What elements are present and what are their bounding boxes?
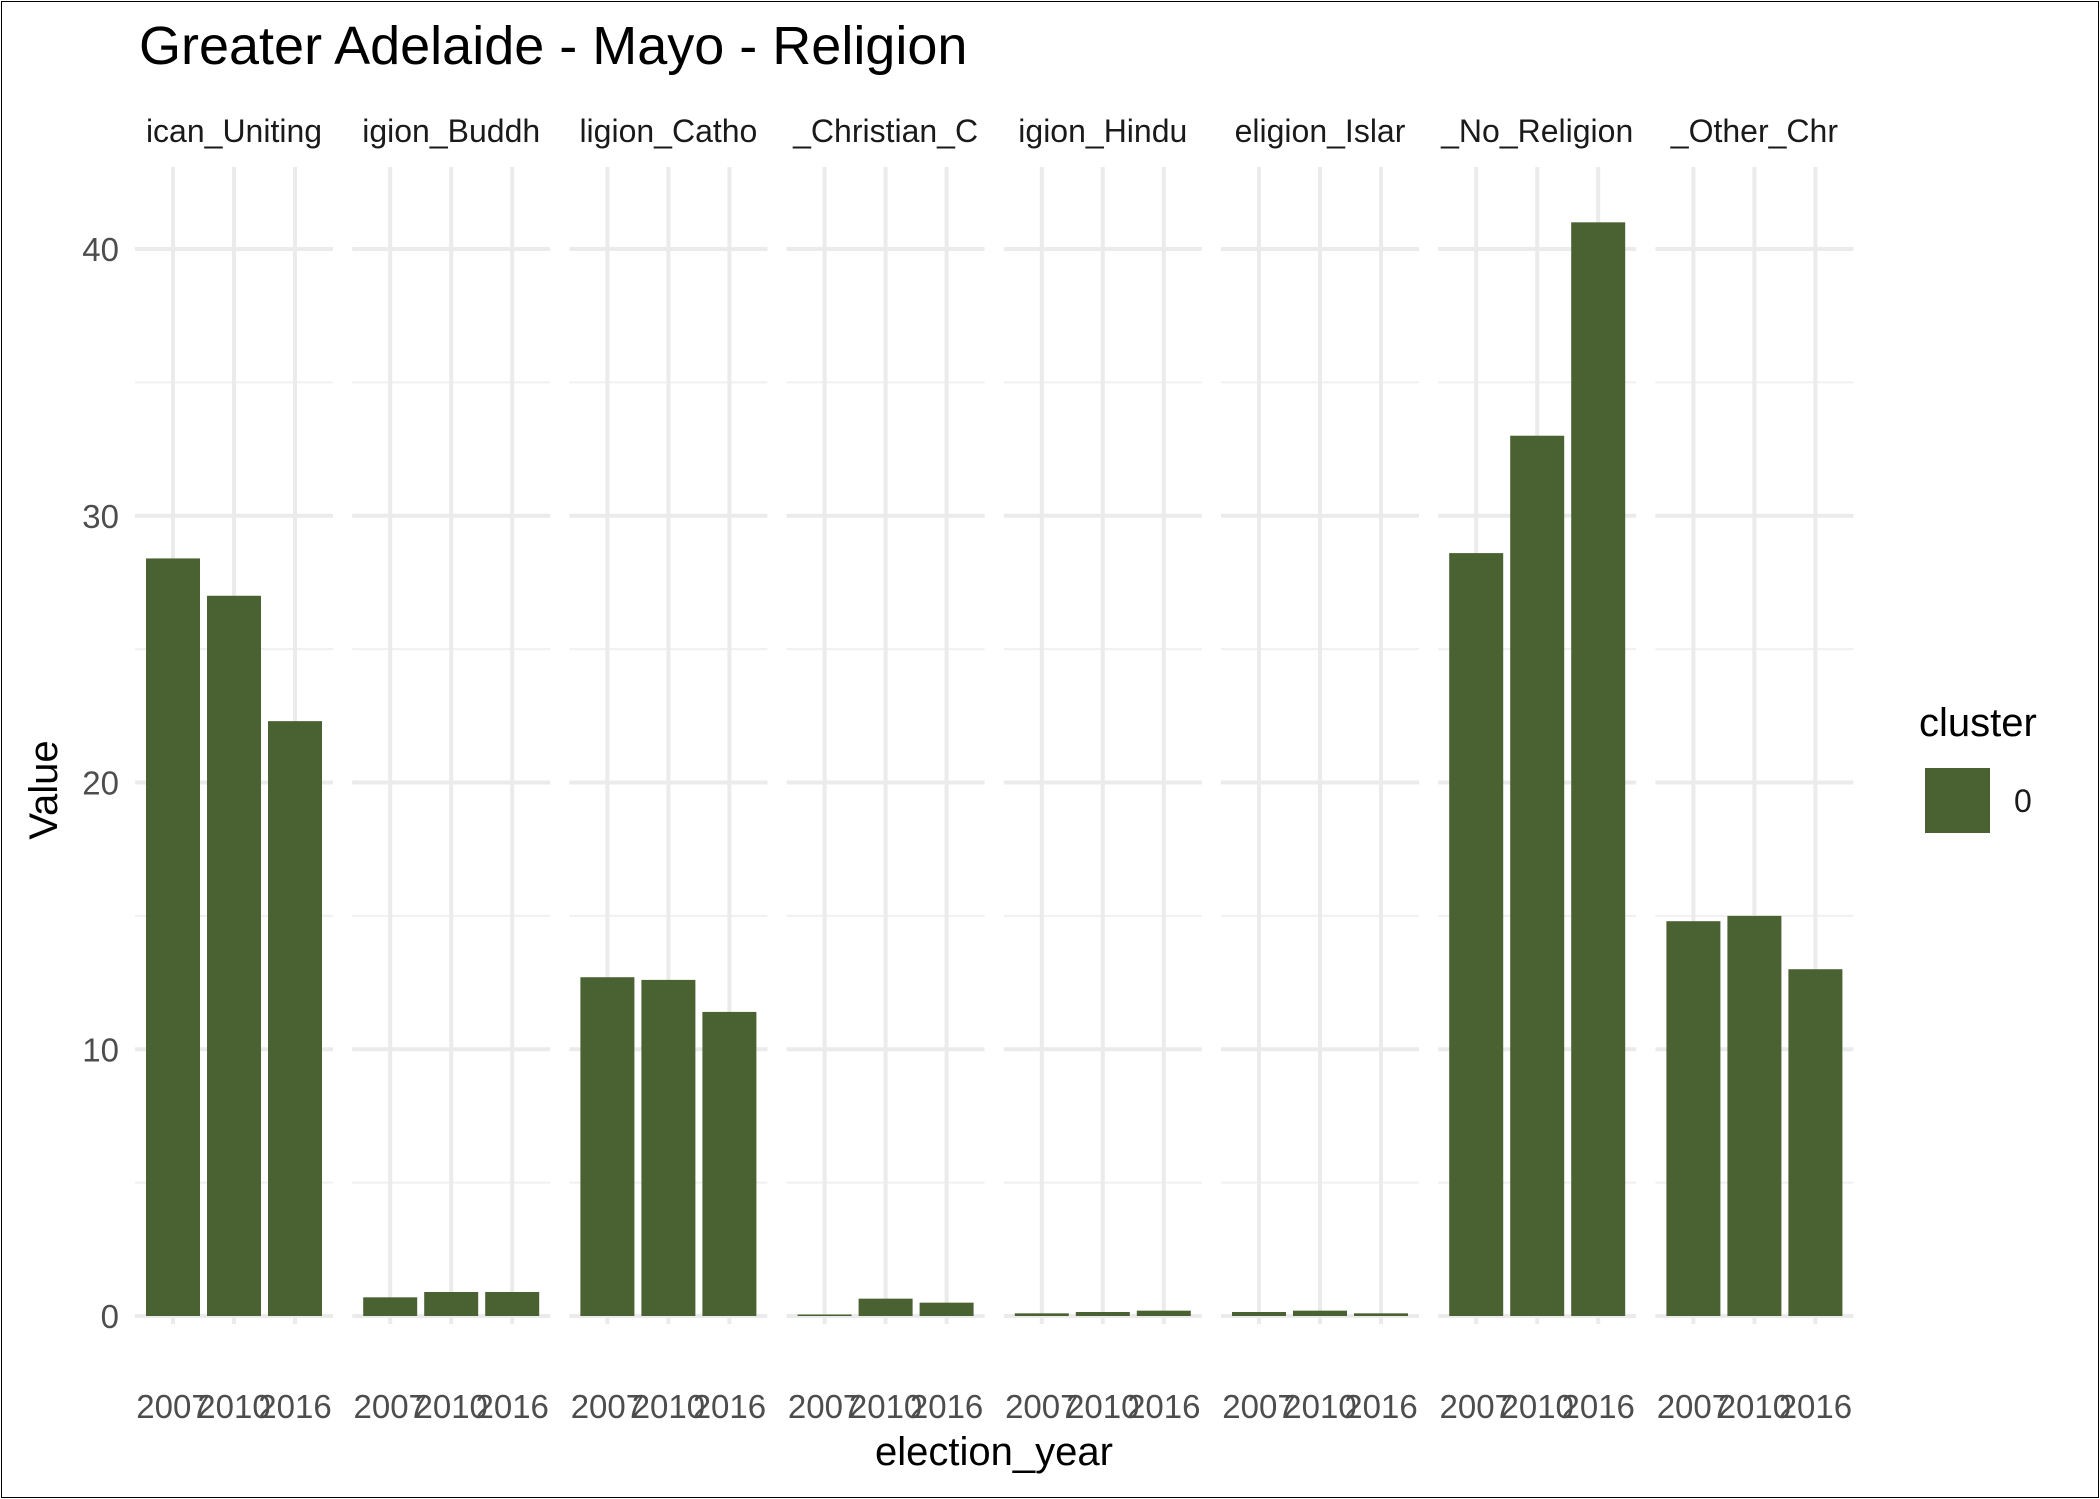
bar-2007 [146, 558, 200, 1316]
y-axis-title: Value [22, 740, 66, 839]
y-tick-label: 20 [82, 765, 119, 802]
x-tick-label: 2016 [475, 1388, 548, 1425]
y-tick-label: 10 [82, 1031, 119, 1068]
x-axis-title: election_year [875, 1430, 1113, 1474]
x-tick-label: 2010 [1500, 1388, 1573, 1425]
x-tick-label: 2010 [632, 1388, 705, 1425]
x-tick-label: 2010 [849, 1388, 922, 1425]
facet-strip-label: ligion_Catho [579, 113, 757, 149]
bar-2010 [641, 979, 696, 1316]
x-tick-label: 2007 [1657, 1388, 1730, 1425]
bar-2010 [858, 1298, 913, 1316]
x-tick-label: 2016 [1561, 1388, 1634, 1425]
facet-strip-label: igion_Hindu [1018, 113, 1187, 149]
facet-strip-label: ican_Uniting [146, 113, 322, 149]
x-tick-label: 2016 [1127, 1388, 1200, 1425]
bar-2010 [1727, 915, 1782, 1316]
bar-2016 [1354, 1313, 1408, 1316]
legend-entry-label: 0 [2014, 783, 2032, 819]
bar-2016 [919, 1302, 974, 1316]
x-tick-label: 2007 [788, 1388, 861, 1425]
bar-2016 [1788, 969, 1843, 1316]
y-tick-label: 0 [101, 1298, 119, 1335]
bar-2016 [485, 1291, 540, 1316]
bar-2016 [1136, 1310, 1191, 1316]
facet-panels: 200720102016ican_Uniting200720102016igio… [135, 113, 1854, 1425]
facet-strip-label: _No_Religion [1440, 113, 1633, 149]
x-tick-label: 2010 [1283, 1388, 1356, 1425]
facet-strip-label: eligion_Islar [1235, 113, 1406, 149]
bar-2007 [797, 1314, 852, 1316]
bar-2007 [363, 1297, 418, 1316]
bar-2010 [1075, 1311, 1130, 1316]
x-tick-label: 2007 [136, 1388, 209, 1425]
x-tick-label: 2016 [910, 1388, 983, 1425]
bar-2010 [1293, 1310, 1347, 1316]
y-tick-label: 30 [82, 498, 119, 535]
chart-title: Greater Adelaide - Mayo - Religion [139, 16, 967, 76]
bar-2007 [1666, 921, 1721, 1316]
bar-2010 [424, 1291, 479, 1316]
x-tick-label: 2007 [1439, 1388, 1512, 1425]
bar-2007 [1449, 553, 1504, 1316]
x-tick-label: 2016 [693, 1388, 766, 1425]
facet-strip-label: igion_Buddh [362, 113, 540, 149]
x-tick-label: 2010 [197, 1388, 270, 1425]
legend-key-swatch [1925, 768, 1990, 833]
x-tick-label: 2010 [414, 1388, 487, 1425]
bar-2010 [207, 595, 261, 1316]
bar-2007 [580, 977, 635, 1316]
x-tick-label: 2016 [1344, 1388, 1417, 1425]
bar-2010 [1510, 435, 1565, 1317]
x-tick-label: 2010 [1066, 1388, 1139, 1425]
bar-2016 [1571, 222, 1626, 1317]
y-tick-label: 40 [82, 231, 119, 268]
x-tick-label: 2007 [571, 1388, 644, 1425]
legend-title: cluster [1919, 701, 2037, 745]
facet-strip-label: _Other_Chr [1670, 113, 1839, 149]
bar-2007 [1232, 1311, 1286, 1316]
x-tick-label: 2007 [1222, 1388, 1295, 1425]
bar-2016 [268, 721, 322, 1316]
x-tick-label: 2010 [1718, 1388, 1791, 1425]
x-tick-label: 2007 [353, 1388, 426, 1425]
bar-2007 [1014, 1313, 1069, 1316]
facet-strip-label: _Christian_C [792, 113, 978, 149]
y-axis: 0 10 20 30 40 [82, 231, 119, 1335]
legend: cluster 0 [1919, 701, 2037, 833]
bar-2016 [702, 1011, 757, 1316]
x-tick-label: 2016 [1779, 1388, 1852, 1425]
x-tick-label: 2016 [258, 1388, 331, 1425]
x-tick-label: 2007 [1005, 1388, 1078, 1425]
